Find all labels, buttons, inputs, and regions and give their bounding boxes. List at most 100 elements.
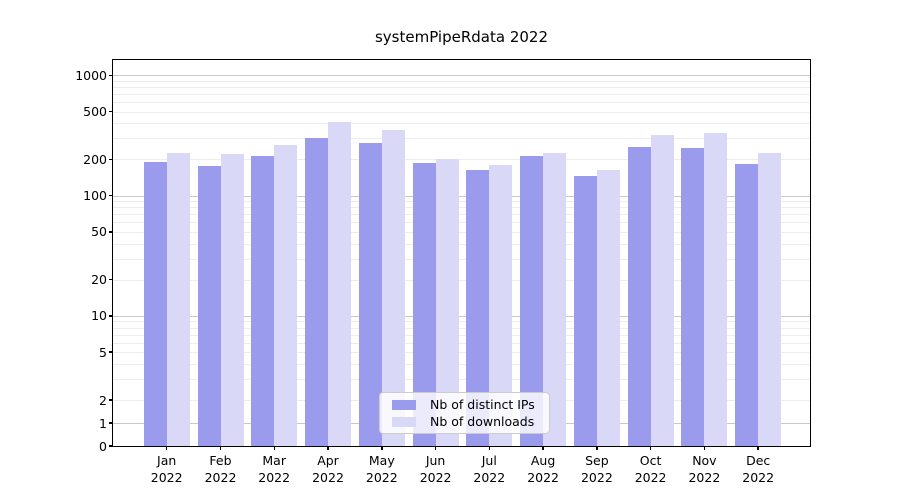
legend-row-distinct-ips: Nb of distinct IPs [388, 397, 541, 412]
bar-feb-2022-downloads [220, 154, 244, 446]
x-tick-label-mar-2022: Mar 2022 [258, 453, 291, 485]
bar-may-2022-distinct-ips [358, 143, 382, 446]
gridline-minor-4 [113, 363, 810, 365]
y-tick-label-200: 200 [83, 151, 107, 167]
bar-dec-2022-downloads [758, 153, 782, 446]
gridline-minor-6 [113, 342, 810, 344]
bar-sep-2022-downloads [596, 169, 620, 446]
y-tick-mark-1000 [108, 74, 113, 77]
x-tick-label-apr-2022: Apr 2022 [312, 453, 344, 485]
bar-may-2022-downloads [381, 129, 405, 446]
bar-jan-2022-distinct-ips [143, 161, 167, 446]
gridline-minor-400 [113, 123, 810, 125]
bar-feb-2022-distinct-ips [197, 166, 221, 446]
y-tick-label-100: 100 [83, 188, 107, 204]
y-tick-label-500: 500 [83, 104, 107, 119]
bar-mar-2022-distinct-ips [251, 155, 275, 446]
y-tick-mark-20 [108, 278, 113, 281]
gridline-minor-80 [113, 207, 810, 209]
gridline-minor-5 [113, 352, 810, 354]
bar-mar-2022-downloads [274, 144, 298, 446]
y-tick-mark-500 [108, 110, 113, 113]
legend-row-downloads: Nb of downloads [388, 414, 541, 429]
gridline-minor-30 [113, 258, 810, 260]
gridline-minor-8 [113, 327, 810, 329]
gridline-major-10 [113, 315, 810, 317]
bar-jun-2022-downloads [435, 159, 459, 446]
legend: Nb of distinct IPs Nb of downloads [379, 392, 550, 434]
y-tick-mark-2 [108, 399, 113, 401]
y-tick-label-1000: 1000 [75, 67, 107, 83]
gridline-minor-9 [113, 321, 810, 323]
x-tick-label-oct-2022: Oct 2022 [634, 453, 667, 485]
x-tick-mark-1 [165, 446, 168, 450]
gridline-minor-90 [113, 201, 810, 203]
bar-nov-2022-downloads [704, 133, 728, 446]
bar-nov-2022-distinct-ips [681, 147, 705, 446]
x-tick-mark-3 [273, 446, 275, 450]
bar-aug-2022-distinct-ips [520, 155, 544, 446]
bar-dec-2022-distinct-ips [735, 164, 759, 446]
x-tick-mark-10 [649, 446, 652, 450]
gridline-major-1000 [113, 75, 810, 77]
bar-sep-2022-distinct-ips [573, 175, 597, 446]
gridline-minor-200 [113, 159, 810, 161]
gridline-minor-300 [113, 138, 810, 140]
gridline-major-100 [113, 195, 810, 197]
x-tick-mark-8 [542, 446, 544, 450]
gridline-minor-3 [113, 378, 810, 380]
x-tick-label-jan-2022: Jan 2022 [150, 453, 183, 485]
y-tick-mark-50 [108, 231, 113, 233]
y-tick-mark-1 [108, 422, 113, 424]
chart-title: systemPipeRdata 2022 [374, 28, 548, 46]
x-tick-label-nov-2022: Nov 2022 [688, 453, 721, 485]
gridline-minor-500 [113, 111, 810, 113]
x-tick-mark-9 [596, 446, 598, 450]
legend-label-downloads: Nb of downloads [430, 414, 535, 429]
y-tick-label-10: 10 [91, 308, 107, 324]
gridline-minor-70 [113, 214, 810, 216]
x-tick-mark-7 [488, 446, 491, 450]
y-tick-mark-100 [108, 194, 113, 197]
gridline-minor-700 [113, 93, 810, 95]
x-tick-label-feb-2022: Feb 2022 [204, 453, 237, 485]
x-tick-label-sep-2022: Sep 2022 [580, 453, 613, 485]
gridline-minor-800 [113, 87, 810, 88]
y-tick-mark-5 [108, 351, 113, 353]
bar-jun-2022-distinct-ips [412, 162, 436, 446]
bar-jul-2022-distinct-ips [466, 170, 490, 446]
x-tick-mark-5 [381, 446, 383, 450]
x-tick-label-may-2022: May 2022 [365, 453, 398, 485]
x-tick-mark-4 [327, 446, 329, 450]
y-tick-mark-200 [108, 158, 113, 161]
y-tick-label-20: 20 [91, 272, 107, 288]
x-tick-label-jul-2022: Jul 2022 [473, 453, 506, 485]
y-tick-mark-0 [108, 445, 113, 447]
x-tick-mark-2 [219, 446, 222, 450]
y-tick-label-5: 5 [99, 344, 107, 360]
plot-area: Nb of distinct IPs Nb of downloads [112, 59, 811, 447]
bar-jan-2022-downloads [166, 152, 190, 446]
x-tick-mark-6 [434, 446, 437, 450]
x-tick-label-dec-2022: Dec 2022 [742, 453, 775, 485]
x-tick-label-jun-2022: Jun 2022 [419, 453, 452, 485]
downloads-swatch-icon [392, 416, 416, 427]
bar-apr-2022-downloads [328, 122, 351, 446]
y-tick-mark-10 [108, 315, 113, 317]
bar-oct-2022-distinct-ips [627, 147, 651, 446]
gridline-minor-60 [113, 222, 810, 224]
gridline-minor-900 [113, 80, 810, 82]
bar-aug-2022-downloads [543, 153, 567, 446]
y-tick-label-1: 1 [99, 415, 107, 431]
gridline-minor-7 [113, 334, 810, 336]
y-tick-label-2: 2 [99, 392, 107, 408]
bar-jul-2022-downloads [489, 164, 513, 446]
gridline-minor-600 [113, 102, 810, 103]
gridline-minor-50 [113, 231, 810, 233]
x-tick-mark-11 [703, 446, 706, 450]
y-tick-label-50: 50 [91, 224, 107, 240]
gridline-minor-20 [113, 279, 810, 281]
legend-label-distinct-ips: Nb of distinct IPs [430, 397, 535, 412]
gridline-minor-40 [113, 243, 810, 245]
